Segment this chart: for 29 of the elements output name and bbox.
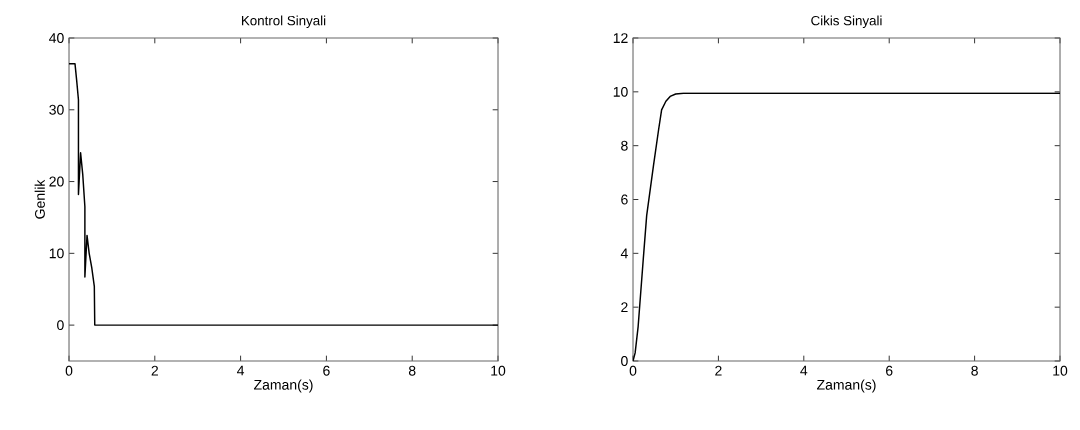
y-tick-label: 4 (620, 248, 628, 259)
y-tick-label: 12 (613, 33, 628, 43)
y-tick-label: 30 (49, 104, 64, 115)
y-tick-label: 2 (621, 302, 628, 313)
y-tick-label: 20 (49, 176, 64, 187)
chart-title: Cikis Sinyali (811, 15, 882, 28)
y-tick-label: 8 (621, 140, 628, 151)
y-tick-label: 10 (49, 248, 64, 259)
x-tick-label: 6 (886, 365, 893, 376)
x-tick-label: 0 (629, 365, 637, 376)
x-tick-label: 4 (237, 365, 245, 376)
x-tick-label: 8 (971, 365, 978, 376)
x-tick-label: 8 (408, 365, 416, 376)
y-tick-label: 0 (621, 356, 628, 366)
x-tick-label: 6 (323, 365, 330, 376)
y-tick-label: 6 (621, 194, 628, 205)
x-tick-label: 2 (151, 365, 158, 376)
x-tick-label: 2 (715, 365, 722, 376)
chart-title: Kontrol Sinyali (241, 15, 326, 28)
x-tick-label: 10 (491, 365, 506, 376)
y-tick-label: 0 (57, 320, 64, 331)
y-axis-title: Genlik (34, 179, 45, 219)
x-tick-label: 10 (1053, 365, 1068, 376)
x-tick-label: 0 (65, 365, 73, 376)
x-axis-title: Zaman(s) (254, 379, 313, 393)
x-axis-title: Zaman(s) (817, 379, 876, 393)
y-tick-label: 10 (613, 86, 628, 97)
x-tick-label: 4 (800, 365, 808, 376)
y-tick-label: 40 (49, 33, 64, 43)
